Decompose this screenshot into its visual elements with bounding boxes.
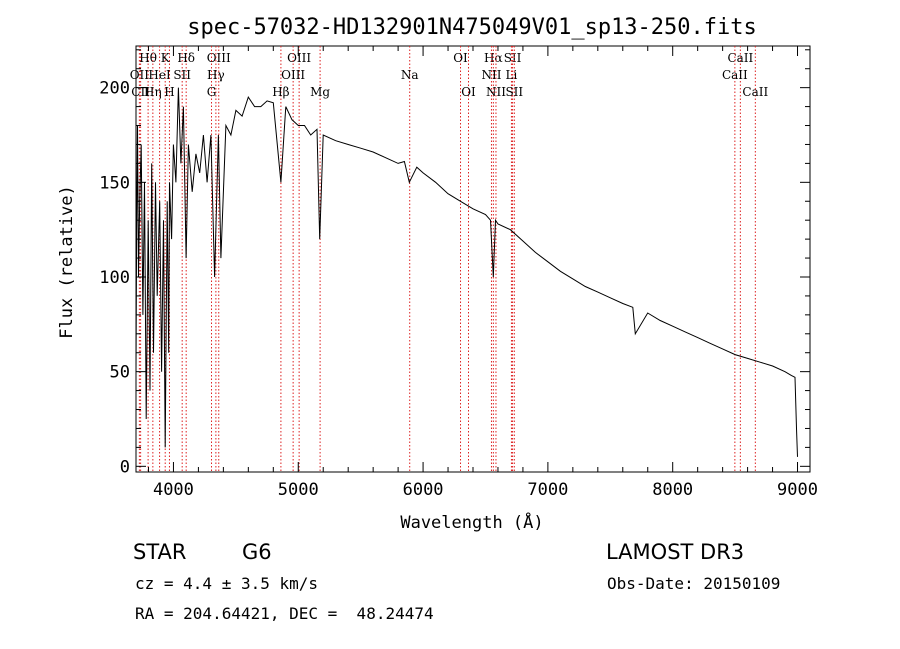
subclass: G6	[242, 540, 272, 564]
y-tick-label: 150	[99, 173, 130, 193]
spectrum-line	[135, 87, 798, 457]
spectral-line-label: HeI	[148, 68, 171, 82]
y-axis-label: Flux (relative)	[57, 185, 77, 339]
x-axis-label: Wavelength (Å)	[400, 511, 543, 533]
spectral-line-label: SII	[504, 51, 522, 65]
spectral-line-label: G	[207, 85, 217, 99]
spectral-line-label: OIII	[207, 51, 231, 65]
spectral-line-label: OIII	[281, 68, 305, 82]
spectral-line-label: Hγ	[207, 68, 225, 82]
redshift-velocity: cz = 4.4 ± 3.5 km/s	[135, 574, 319, 593]
spectral-line-label: CaII	[742, 85, 768, 99]
spectral-line-label: Li	[506, 68, 518, 82]
object-class: STAR	[133, 540, 187, 564]
spectrum-chart: spec-57032-HD132901N475049V01_sp13-250.f…	[57, 15, 818, 533]
spectral-line-label: Mg	[310, 85, 330, 99]
spectral-line-label: OI	[453, 51, 468, 65]
spectral-line-label: SII	[173, 68, 191, 82]
x-tick-label: 4000	[153, 480, 194, 500]
x-tick-label: 6000	[403, 480, 444, 500]
spectral-line-label: OI	[461, 85, 476, 99]
x-tick-label: 7000	[527, 480, 568, 500]
coordinates: RA = 204.64421, DEC = 48.24474	[135, 604, 434, 623]
x-tick-label: 8000	[652, 480, 693, 500]
spectral-line-label: Hθ	[139, 51, 157, 65]
x-tick-label: 9000	[777, 480, 818, 500]
spectral-line-label: NII	[486, 85, 506, 99]
x-axis-ticks: 4000 5000 6000 7000 8000 9000	[147, 46, 818, 500]
spectral-line-label: Hα	[484, 51, 503, 65]
spectral-line-label: SII	[505, 85, 523, 99]
spectral-line-label: Na	[401, 68, 419, 82]
spectral-line-label: Hβ	[272, 85, 289, 99]
spectral-line-label: OII	[130, 68, 150, 82]
spectral-line-label: K	[161, 51, 171, 65]
spectral-line-label: H	[164, 85, 174, 99]
y-axis-ticks: 0 50 100 150 200	[99, 49, 810, 477]
spectral-line-label: Hδ	[177, 51, 195, 65]
spectral-line-label: CaII	[727, 51, 753, 65]
x-tick-label: 5000	[278, 480, 319, 500]
plot-frame	[135, 45, 811, 473]
spectral-line-label: CII	[131, 85, 150, 99]
spectral-line-label: CaII	[722, 68, 748, 82]
survey-name: LAMOST DR3	[606, 540, 745, 564]
spectral-line-label: Hη	[144, 85, 162, 99]
spectral-line-label: NII	[481, 68, 501, 82]
chart-title: spec-57032-HD132901N475049V01_sp13-250.f…	[187, 15, 757, 40]
spectral-line-label: OIII	[287, 51, 311, 65]
y-tick-label: 50	[110, 363, 130, 383]
observation-date: Obs-Date: 20150109	[607, 574, 781, 593]
y-tick-label: 200	[99, 79, 130, 99]
y-tick-label: 100	[99, 268, 130, 288]
y-tick-label: 0	[120, 457, 130, 477]
